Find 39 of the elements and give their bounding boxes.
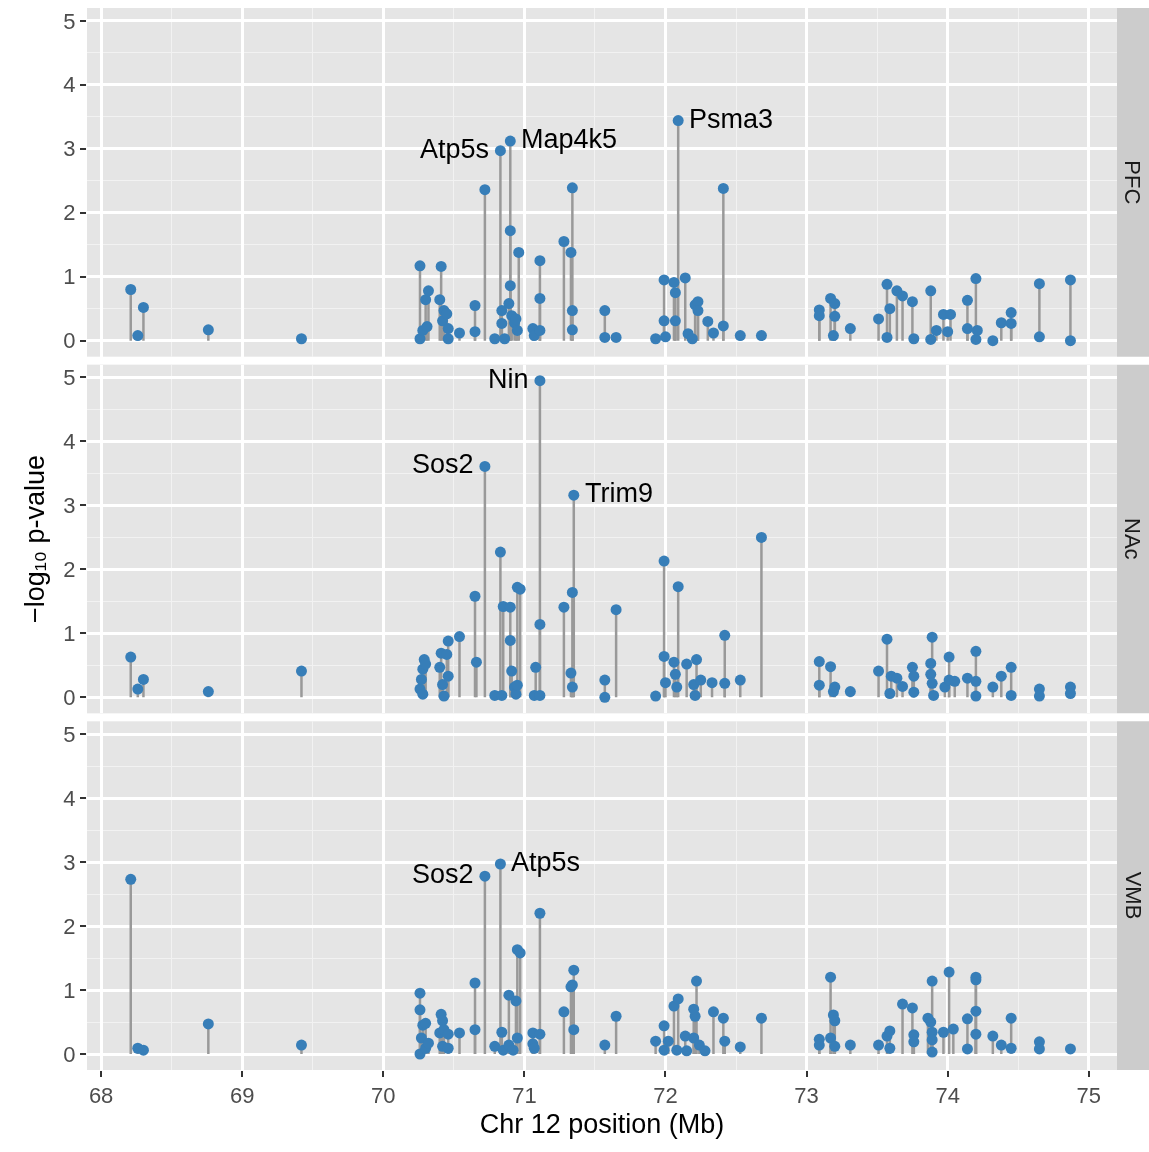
x-tick-label: 69 — [229, 1083, 255, 1109]
y-axis-title: −log₁₀ p-value — [20, 454, 51, 624]
text: NAc — [1120, 518, 1145, 560]
y-tick-label: 0 — [63, 328, 76, 354]
annotation: Sos2 — [412, 449, 474, 479]
y-tick-label: 2 — [63, 557, 76, 583]
y-tick-label: 3 — [63, 136, 76, 162]
y-tick-label: 5 — [63, 365, 76, 391]
x-axis-title: Chr 12 position (Mb) — [479, 1108, 725, 1139]
y-tick-label: 1 — [63, 621, 76, 647]
y-tick-label: 2 — [63, 913, 76, 939]
y-tick-label: 0 — [63, 1041, 76, 1067]
y-tick-label: 3 — [63, 493, 76, 519]
y-tick-label: 3 — [63, 849, 76, 875]
y-tick-label: 5 — [63, 8, 76, 34]
y-tick-label: 5 — [63, 721, 76, 747]
y-tick-label: 2 — [63, 200, 76, 226]
x-tick-label: 72 — [653, 1083, 678, 1109]
y-tick-label: 4 — [63, 72, 76, 98]
y-tick-label: 0 — [63, 685, 76, 711]
x-tick-label: 70 — [371, 1083, 396, 1109]
x-tick-label: 68 — [88, 1083, 114, 1109]
y-tick-label: 1 — [63, 977, 76, 1003]
annotation: Psma3 — [689, 104, 774, 134]
annotation: Atp5s — [511, 847, 581, 877]
x-tick-label: 71 — [512, 1083, 537, 1109]
x-tick-label: 73 — [794, 1083, 819, 1109]
annotation: Sos2 — [412, 859, 474, 889]
y-tick-label: 1 — [63, 264, 76, 290]
y-tick-label: 4 — [63, 429, 76, 455]
annotation: Map4k5 — [521, 124, 618, 154]
annotation: Atp5s — [420, 134, 490, 164]
annotation: Trim9 — [585, 478, 653, 508]
x-tick-label: 75 — [1076, 1083, 1102, 1109]
text: PFC — [1120, 160, 1146, 205]
y-tick-label: 4 — [63, 785, 76, 811]
text: VMB — [1120, 871, 1146, 920]
annotation: Nin — [488, 364, 529, 394]
x-tick-label: 74 — [935, 1083, 960, 1109]
